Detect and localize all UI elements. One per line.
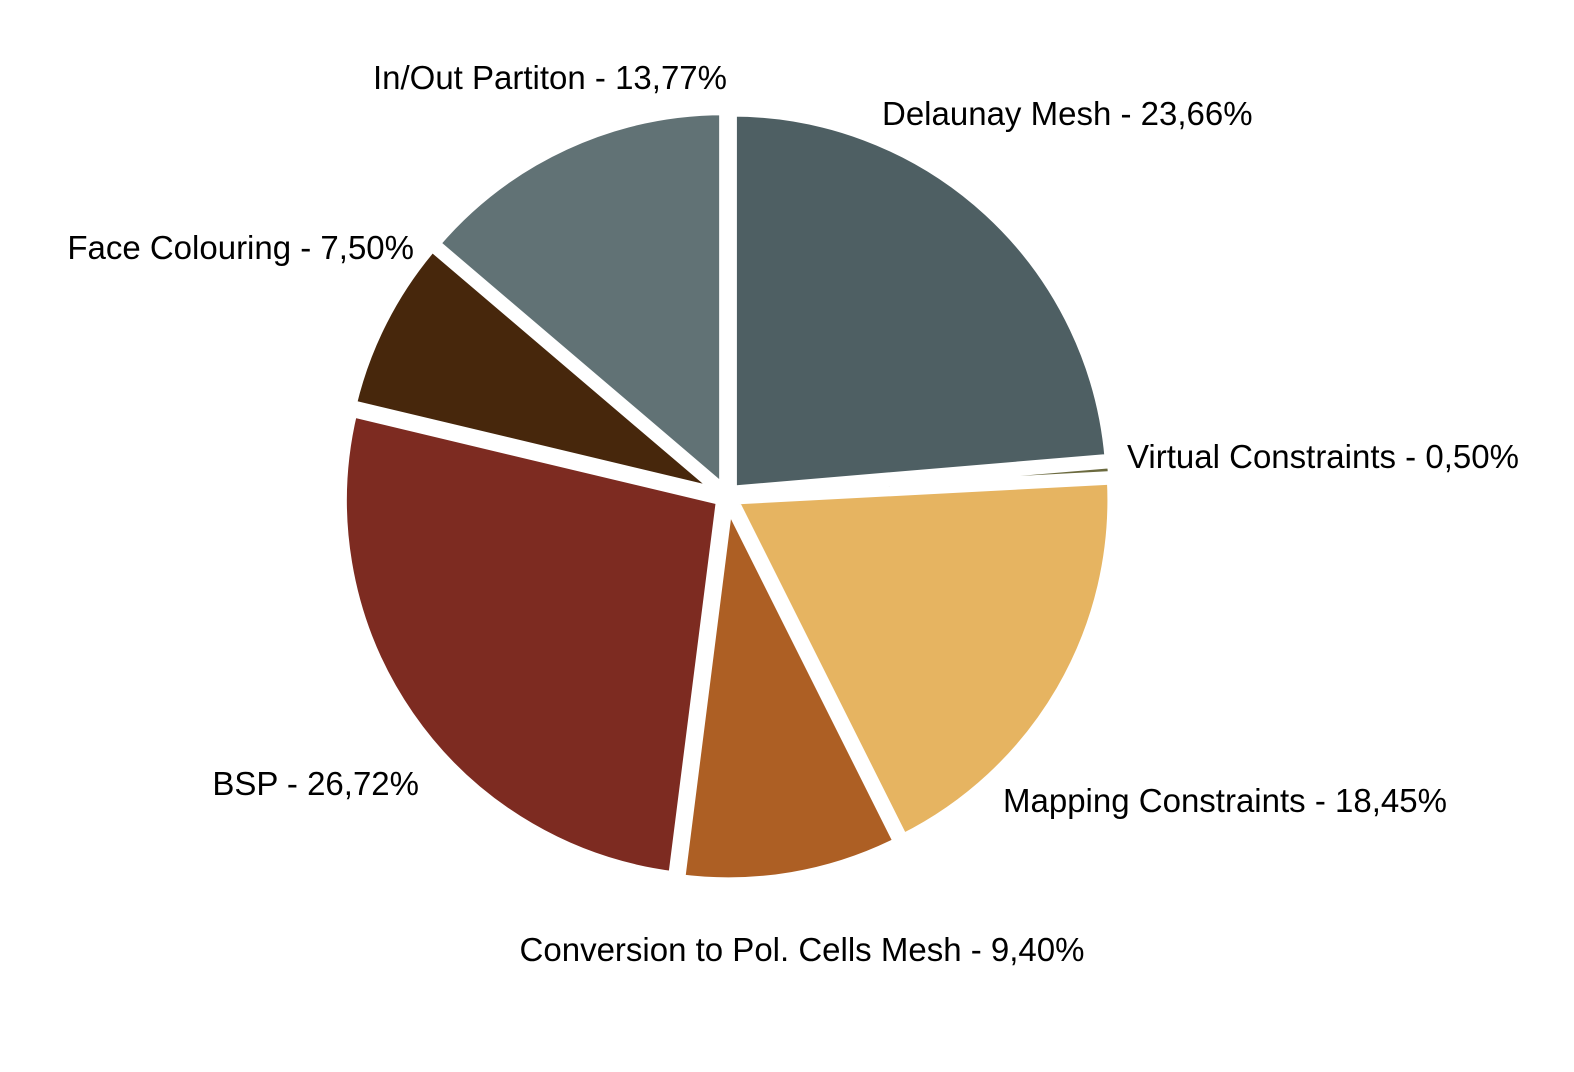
slice-label-delaunay-mesh: Delaunay Mesh - 23,66% <box>882 95 1253 132</box>
pie-slice-face-colouring <box>346 240 723 497</box>
pie-slice-bsp <box>337 407 726 881</box>
slice-label-face-colouring: Face Colouring - 7,50% <box>67 229 414 266</box>
pie-slice-mapping-constraints <box>726 475 1117 845</box>
slice-label-mapping-constraints: Mapping Constraints - 18,45% <box>1003 782 1447 819</box>
pie-slices <box>337 106 1118 887</box>
slice-label-in-out-partiton: In/Out Partiton - 13,77% <box>373 59 727 96</box>
pie-slice-delaunay-mesh <box>727 107 1114 496</box>
slice-label-virtual-constraints: Virtual Constraints - 0,50% <box>1127 438 1519 475</box>
pie-slice-conversion-to-pol-cells-mesh <box>675 488 904 887</box>
pie-slice-virtual-constraints <box>734 458 1118 500</box>
pie-labels: Delaunay Mesh - 23,66% Virtual Constrain… <box>67 59 1519 968</box>
slice-label-conversion-to-pol-cells-mesh: Conversion to Pol. Cells Mesh - 9,40% <box>520 931 1085 968</box>
slice-label-bsp: BSP - 26,72% <box>212 765 419 802</box>
pie-slice-in-out-partiton <box>429 106 729 499</box>
